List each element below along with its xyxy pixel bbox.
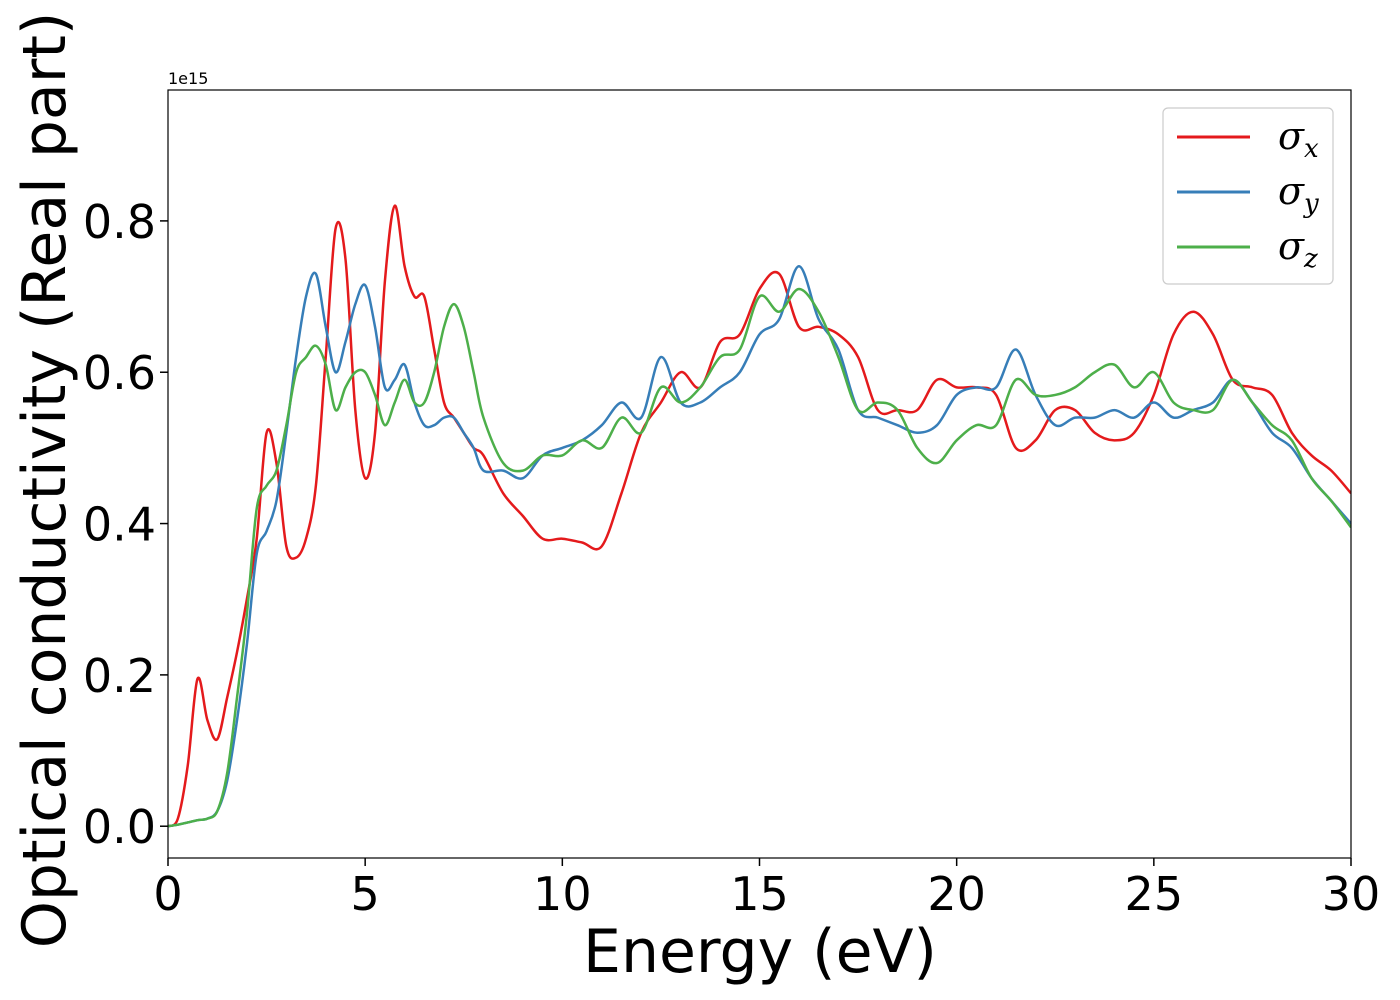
y-axis-label: Optical conductivity (Real part) (10, 12, 80, 949)
x-tick-label: 30 (1322, 867, 1381, 921)
x-tick-label: 20 (927, 867, 986, 921)
legend-label: σx (1278, 114, 1319, 164)
y-offset-label: 1e15 (168, 69, 208, 88)
plot-frame (167, 89, 1352, 859)
y-tick-label: 0.2 (83, 649, 156, 703)
x-tick-label: 15 (730, 867, 789, 921)
legend-label: σz (1278, 224, 1318, 274)
legend-label: σy (1278, 169, 1319, 219)
legend-box (1162, 107, 1334, 285)
y-tick-label: 0.0 (83, 800, 156, 854)
x-tick-label: 5 (351, 867, 380, 921)
x-tick-label: 25 (1125, 867, 1184, 921)
y-tick-label: 0.6 (83, 346, 156, 400)
y-tick-label: 0.4 (83, 498, 156, 552)
series-line (168, 287, 1351, 828)
x-tick-label: 10 (533, 867, 592, 921)
x-axis-label: Energy (eV) (583, 917, 937, 987)
series-line (168, 204, 1351, 828)
y-tick-label: 0.8 (83, 195, 156, 249)
x-tick-label: 0 (153, 867, 182, 921)
series-line (168, 265, 1351, 828)
